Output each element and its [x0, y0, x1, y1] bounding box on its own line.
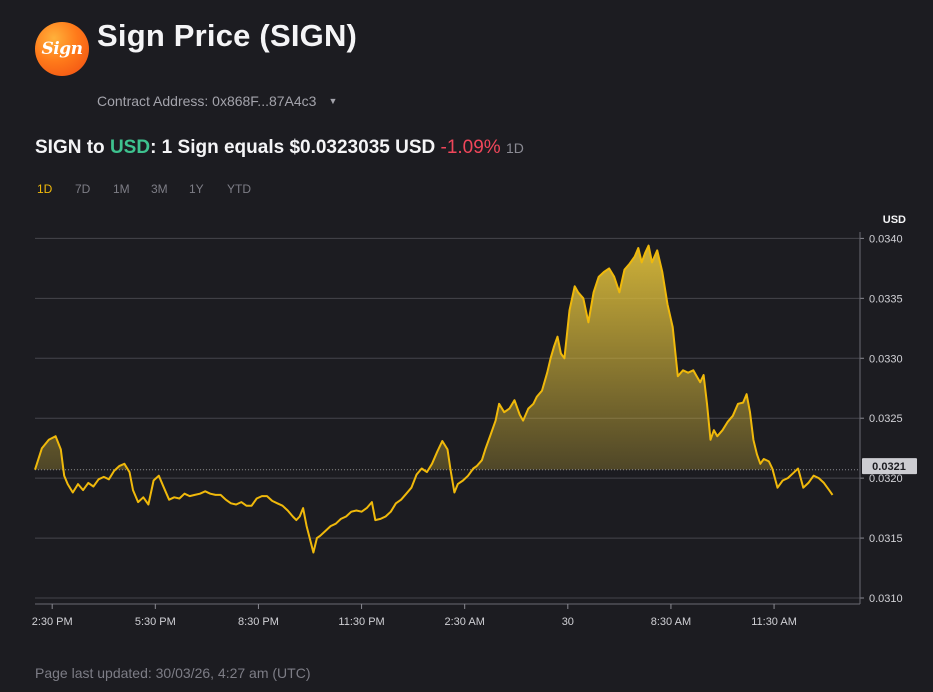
- price-change-badge: -1.09%: [440, 137, 501, 158]
- x-tick-label: 8:30 PM: [238, 616, 279, 628]
- price-chart[interactable]: 0.0340 0.0335 0.0330 0.0325 0.0320 0.0315 0.03…: [0, 0, 933, 660]
- x-tick-label: 8:30 AM: [651, 616, 691, 628]
- x-tick-label: 5:30 PM: [135, 616, 176, 628]
- pair-quote-link[interactable]: USD: [109, 137, 151, 158]
- range-tab-1m[interactable]: 1M: [113, 182, 130, 196]
- contract-address-label: Contract Address: 0x868F...87A4c3: [97, 93, 317, 109]
- contract-address-dropdown[interactable]: Contract Address: 0x868F...87A4c3 ▼: [97, 93, 337, 109]
- y-tick-label: 0.0330: [869, 353, 903, 365]
- range-tab-1d[interactable]: 1D: [37, 182, 53, 196]
- sign-logo-icon: Sign: [35, 22, 89, 76]
- x-tick-label: 11:30 PM: [338, 616, 384, 628]
- chart-gridlines: [35, 237, 860, 599]
- pair-base: SIGN to: [35, 137, 110, 158]
- x-tick-label: 11:30 AM: [751, 616, 797, 628]
- last-updated-text: Page last updated: 30/03/26, 4:27 am (UT…: [35, 665, 311, 681]
- price-area-fill: [35, 245, 833, 470]
- y-tick-label: 0.0310: [869, 593, 903, 605]
- y-tick-label: 0.0315: [869, 533, 903, 545]
- current-price-label: 0.0321: [872, 461, 906, 473]
- price-line: [34, 244, 834, 554]
- range-tab-1y[interactable]: 1Y: [189, 182, 204, 196]
- change-period-label: 1D: [505, 140, 524, 156]
- y-tick-label: 0.0320: [869, 473, 903, 485]
- y-tick-label: 0.0335: [869, 293, 903, 305]
- price-summary: SIGN to USD: 1 Sign equals $0.0323035 US…: [35, 137, 524, 159]
- current-price-tag: 0.0321: [862, 458, 917, 475]
- x-tick-label: 2:30 AM: [445, 616, 485, 628]
- x-tick-label: 30: [562, 616, 574, 628]
- caret-down-icon: ▼: [328, 96, 338, 106]
- range-tab-ytd[interactable]: YTD: [227, 182, 251, 196]
- x-tick-label: 2:30 PM: [32, 616, 73, 628]
- y-tick-label: 0.0340: [869, 233, 903, 245]
- axis-unit-label: USD: [883, 214, 906, 226]
- x-axis: 2:30 PM 5:30 PM 8:30 PM 11:30 PM 2:30 AM 30 8:…: [32, 603, 860, 628]
- range-selector: 1D 7D 1M 3M 1Y YTD: [37, 182, 265, 196]
- range-tab-3m[interactable]: 3M: [151, 182, 168, 196]
- range-tab-7d[interactable]: 7D: [75, 182, 91, 196]
- page-title: Sign Price (SIGN): [97, 18, 358, 53]
- y-axis: 0.0340 0.0335 0.0330 0.0325 0.0320 0.0315 0.03…: [859, 232, 903, 605]
- y-tick-label: 0.0325: [869, 413, 903, 425]
- price-equals-text: : 1 Sign equals $0.0323035 USD: [150, 137, 441, 158]
- logo-text: Sign: [41, 39, 83, 59]
